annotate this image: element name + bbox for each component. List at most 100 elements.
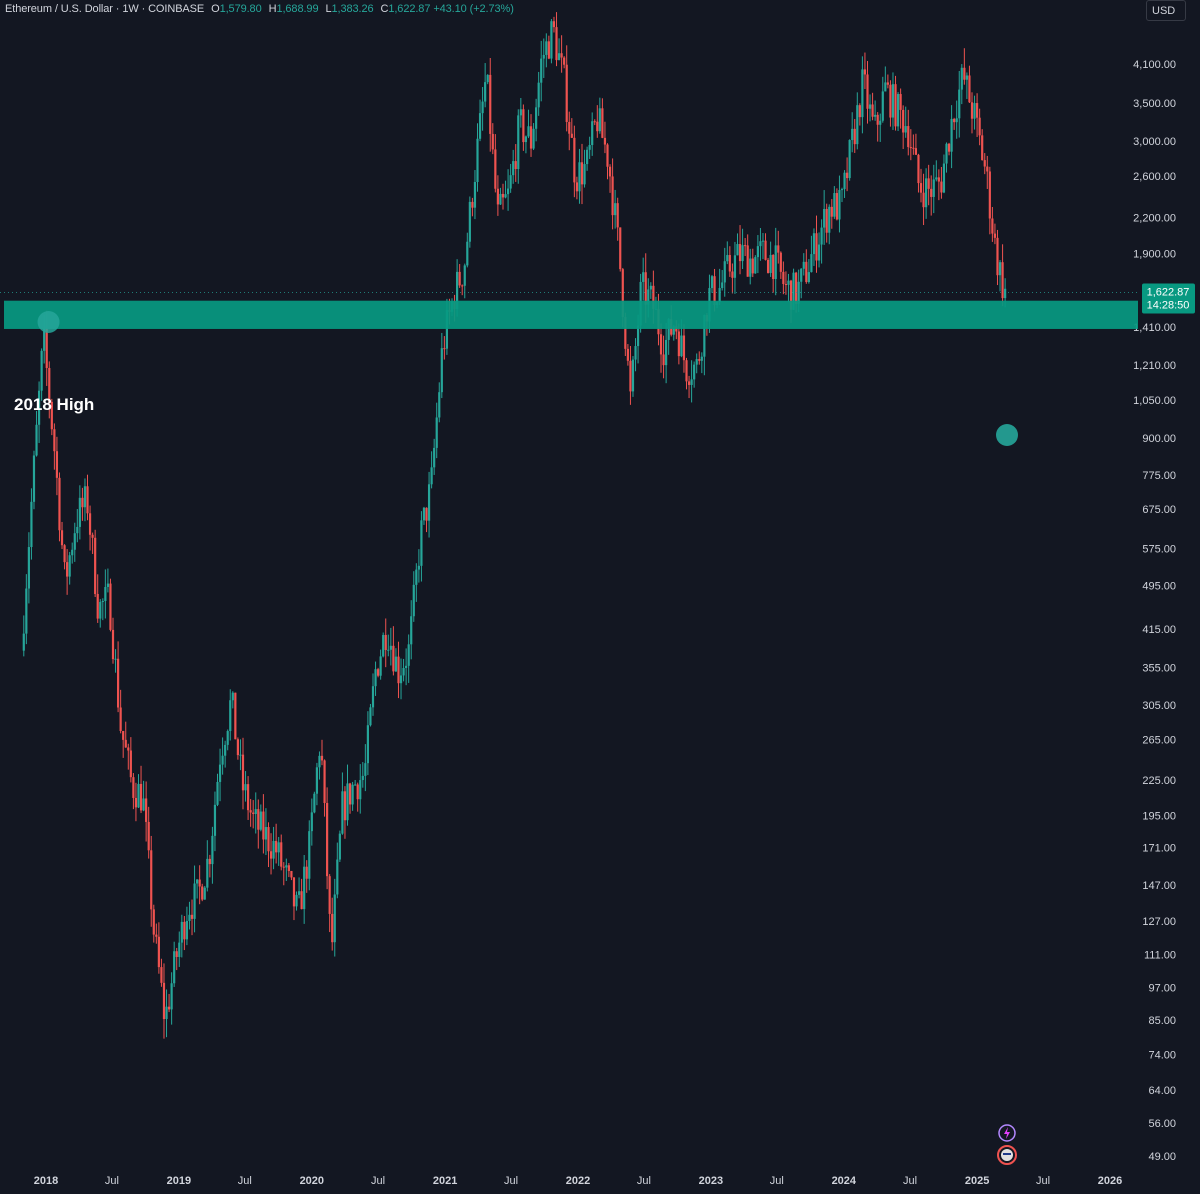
candle-body [840, 189, 844, 191]
candle-body [127, 747, 130, 751]
candle-body [180, 921, 183, 943]
candle-body [106, 583, 110, 587]
candle-up [586, 146, 589, 171]
candle-body [422, 507, 426, 521]
candle-up [410, 600, 413, 660]
candle-body [259, 811, 262, 830]
candle-body [713, 276, 716, 306]
candle-up [761, 233, 765, 260]
candle-body [687, 381, 691, 385]
candle-body [749, 258, 752, 277]
candle-down [60, 521, 64, 550]
candle-body [718, 288, 721, 302]
candle-body [593, 121, 596, 123]
candle-down [81, 487, 84, 521]
zone-label: 2018 High [14, 395, 94, 414]
candle-down [58, 472, 61, 542]
candle-body [899, 94, 902, 110]
candle-up [366, 711, 369, 776]
candle-up [433, 438, 436, 475]
candle-down [425, 507, 428, 533]
candle-body [295, 894, 298, 907]
candle-down [300, 878, 303, 910]
candle-body [779, 252, 782, 272]
candle-up [308, 820, 311, 891]
candle-body [608, 166, 612, 177]
candle-down [246, 776, 250, 820]
candle-up [499, 187, 502, 205]
candle-body [427, 484, 431, 521]
candle-down [619, 227, 622, 272]
candle-up [817, 232, 821, 268]
candle-down [547, 35, 550, 60]
candle-body [188, 914, 191, 921]
candle-body [871, 104, 874, 117]
candle-body [777, 245, 780, 253]
candle-up [542, 38, 545, 78]
candle-body [366, 725, 369, 764]
candle-body [239, 754, 242, 756]
candle-body [833, 193, 836, 217]
candle-down [282, 862, 285, 886]
lightning-icon [998, 1124, 1016, 1142]
candle-body [491, 133, 494, 150]
candle-up [881, 76, 884, 123]
candle-down [930, 175, 933, 216]
candle-down [563, 56, 566, 69]
candle-down [552, 16, 556, 33]
candle-body [280, 842, 283, 867]
candle-body [456, 271, 459, 310]
candle-body [213, 804, 217, 836]
candle-down [190, 899, 194, 936]
candle-up [83, 478, 87, 522]
candle-body [473, 182, 477, 208]
candle-down [779, 251, 782, 279]
currency-button[interactable]: USD [1146, 0, 1186, 21]
candle-body [96, 593, 99, 619]
candle-body [522, 109, 525, 143]
candle-up [466, 232, 469, 268]
candle-body [60, 530, 64, 546]
candle-down [981, 129, 984, 161]
candle-body [30, 501, 33, 548]
time-tick-label: 2026 [1098, 1175, 1122, 1187]
candle-up [420, 511, 423, 582]
candle-down [257, 799, 260, 849]
candle-down [744, 238, 747, 257]
candle-body [925, 178, 928, 208]
candle-up [213, 791, 217, 852]
price-tick-label: 415.00 [1142, 624, 1176, 636]
candle-up [733, 241, 737, 294]
candle-body [481, 101, 484, 114]
candle-body [601, 108, 604, 138]
candle-body [652, 285, 655, 309]
candle-body [746, 245, 749, 277]
candle-body [71, 549, 74, 556]
candle-up [313, 791, 316, 814]
candle-body [48, 368, 51, 402]
candle-body [315, 767, 319, 794]
candle-up [254, 792, 257, 834]
candle-down [876, 112, 879, 142]
candle-down [894, 75, 897, 131]
candles [22, 12, 1007, 1039]
candle-down [392, 626, 395, 676]
candle-down [139, 765, 143, 814]
candle-up [417, 549, 420, 583]
candle-body [313, 793, 316, 813]
candle-body [183, 921, 186, 940]
candle-body [672, 326, 675, 335]
candle-body [328, 876, 331, 914]
candle-body [912, 147, 915, 149]
candle-down [145, 781, 148, 842]
price-axis: 4,100.00 3,500.00 3,000.00 2,600.00 2,200.00… [1133, 59, 1176, 1163]
candle-body [927, 178, 930, 189]
candle-up [374, 661, 377, 696]
candle-body [369, 707, 372, 726]
candle-up [588, 136, 591, 159]
price-tick-label: 2,600.00 [1133, 171, 1176, 183]
candle-up [486, 74, 489, 85]
candle-up [932, 164, 935, 214]
